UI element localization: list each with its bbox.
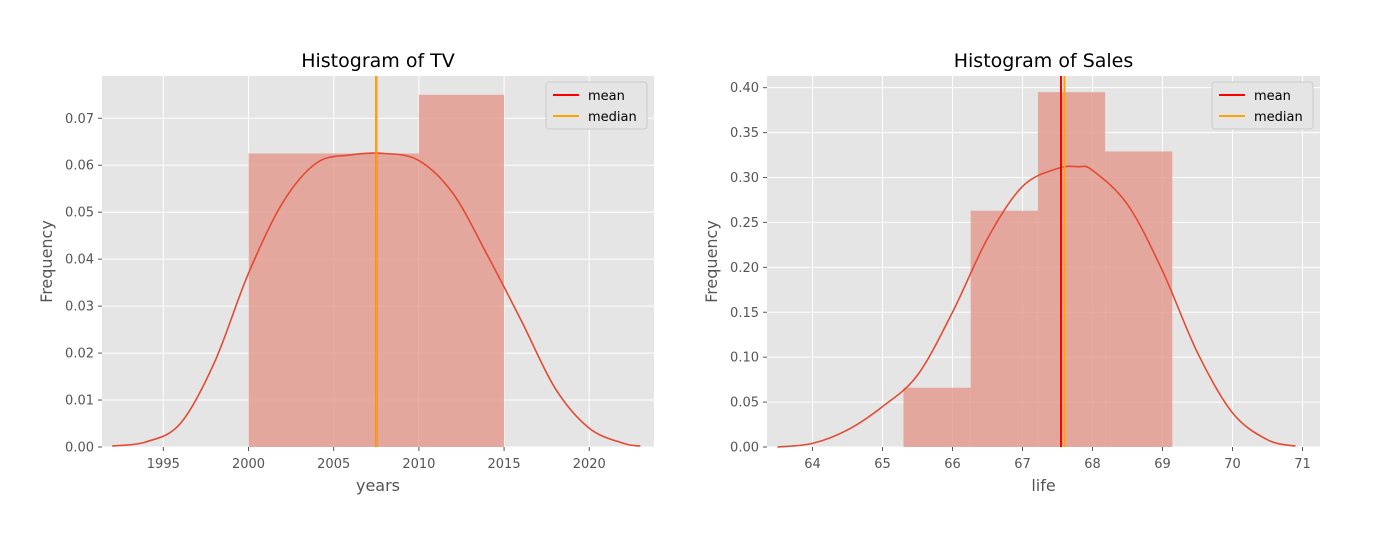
histogram-bar [1037, 92, 1106, 447]
chart-title: Histogram of Sales [954, 50, 1134, 72]
chart-title: Histogram of TV [301, 50, 455, 72]
x-tick-label: 2015 [488, 457, 521, 472]
kde-curve [112, 152, 641, 447]
y-tick-label: 0.35 [730, 126, 759, 141]
y-tick-label: 0.05 [730, 396, 759, 411]
histogram-bar [248, 153, 419, 447]
y-tick-label: 0.10 [730, 351, 759, 366]
kde-curve [777, 165, 1296, 448]
x-tick-label: 2005 [317, 457, 350, 472]
x-tick-label: 2000 [232, 457, 265, 472]
x-tick-label: 67 [1014, 457, 1031, 472]
y-tick-label: 0.02 [65, 347, 94, 362]
histogram-bar [970, 210, 1038, 447]
x-axis-label: years [356, 476, 400, 495]
y-tick-label: 0.05 [65, 206, 94, 221]
x-tick-label: 66 [944, 457, 961, 472]
y-tick-label: 0.25 [730, 216, 759, 231]
legend-label: mean [1254, 89, 1291, 104]
legend-label: median [1254, 110, 1303, 125]
x-tick-label: 64 [804, 457, 821, 472]
y-tick-label: 0.30 [730, 171, 759, 186]
y-tick-label: 0.15 [730, 306, 759, 321]
sales-histogram-chart: 64 65 66 67 68 69 70 71 0.00 0.05 0.10 0.15 0.20 0.25… [702, 50, 1320, 495]
legend-label: median [588, 110, 637, 125]
y-tick-label: 0.03 [65, 300, 94, 315]
legend [545, 81, 648, 130]
y-tick-label: 0.00 [730, 441, 759, 456]
y-tick-label: 0.07 [65, 112, 94, 127]
y-tick-label: 0.00 [65, 441, 94, 456]
x-tick-label: 2020 [573, 457, 606, 472]
y-tick-label: 0.20 [730, 261, 759, 276]
x-axis-label: life [1031, 476, 1055, 495]
legend [1211, 81, 1314, 130]
x-tick-label: 69 [1154, 457, 1171, 472]
y-tick-label: 0.01 [65, 394, 94, 409]
x-tick-label: 1995 [147, 457, 180, 472]
x-tick-label: 2010 [402, 457, 435, 472]
histogram-bar [903, 387, 971, 447]
legend-label: mean [588, 89, 625, 104]
y-axis-label: Frequency [702, 220, 721, 303]
x-tick-label: 65 [874, 457, 891, 472]
x-tick-label: 68 [1084, 457, 1101, 472]
y-tick-label: 0.06 [65, 159, 94, 174]
histogram-bar [418, 94, 505, 447]
tv-histogram-chart: 1995 2000 2005 2010 2015 2020 0.00 0.01 0.02 0.03… [37, 50, 654, 495]
histogram-bar [1105, 151, 1173, 447]
y-axis-label: Frequency [37, 220, 56, 303]
y-tick-label: 0.40 [730, 81, 759, 96]
x-tick-label: 70 [1224, 457, 1241, 472]
y-tick-label: 0.04 [65, 253, 94, 268]
x-tick-label: 71 [1294, 457, 1311, 472]
